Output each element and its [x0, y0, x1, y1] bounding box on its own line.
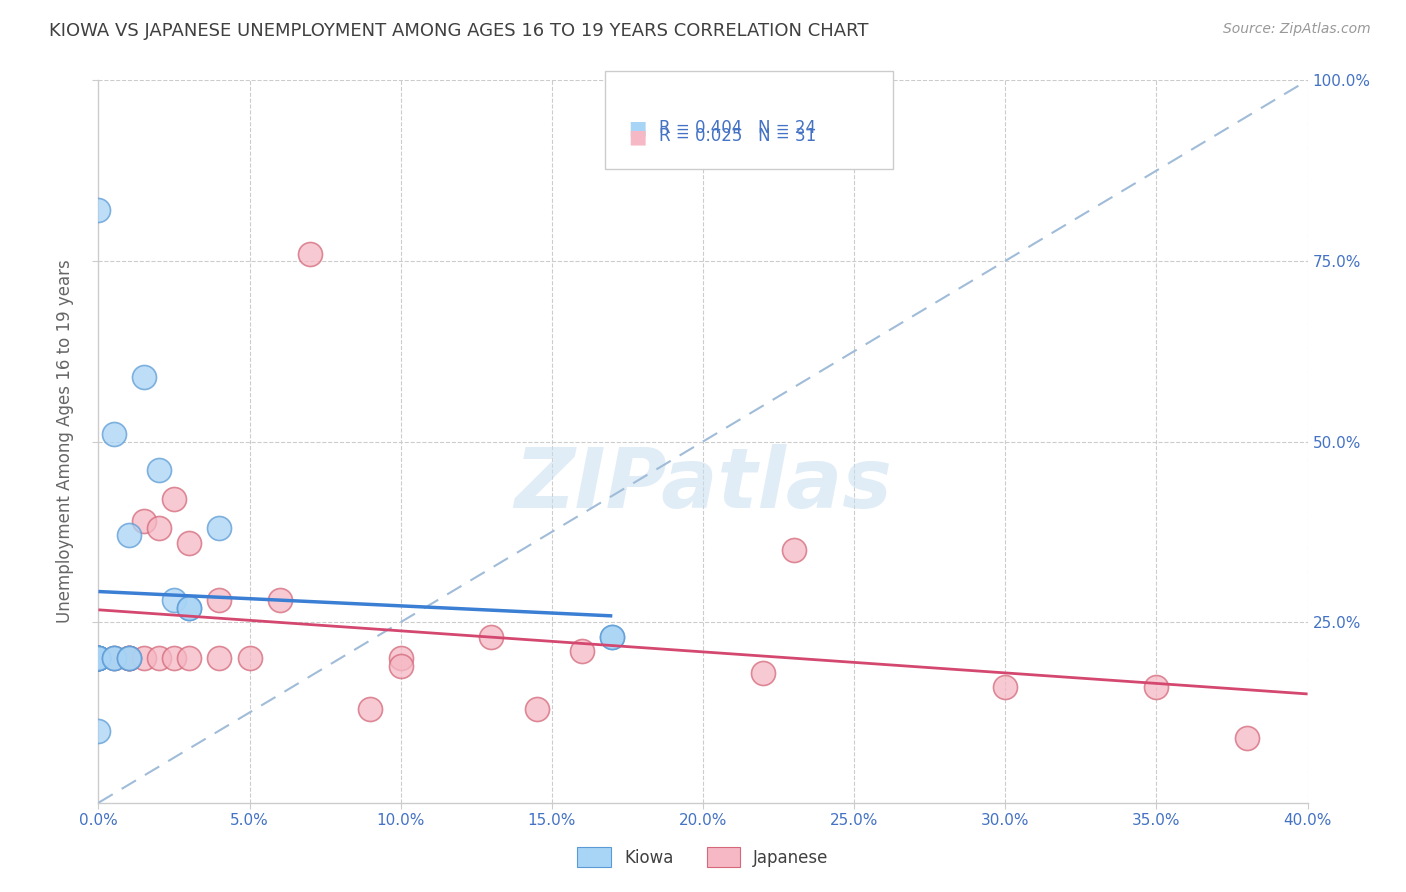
Point: [179, 600, 201, 615]
Point: [148, 463, 170, 477]
Point: [87, 651, 110, 665]
Point: [1144, 680, 1167, 694]
Point: [994, 680, 1017, 694]
Point: [602, 630, 624, 644]
Point: [571, 644, 593, 658]
Point: [389, 658, 412, 673]
Point: [163, 651, 186, 665]
Point: [208, 651, 231, 665]
Point: [118, 651, 141, 665]
Point: [118, 651, 141, 665]
Point: [87, 651, 110, 665]
Text: Source: ZipAtlas.com: Source: ZipAtlas.com: [1223, 22, 1371, 37]
Text: R = 0.404   N = 24: R = 0.404 N = 24: [659, 119, 817, 136]
Text: ZIPatlas: ZIPatlas: [515, 444, 891, 525]
Point: [103, 651, 125, 665]
Y-axis label: Unemployment Among Ages 16 to 19 years: Unemployment Among Ages 16 to 19 years: [56, 260, 75, 624]
Point: [179, 651, 201, 665]
Point: [87, 651, 110, 665]
Point: [389, 651, 412, 665]
Point: [148, 521, 170, 535]
Point: [1236, 731, 1258, 745]
Point: [87, 651, 110, 665]
Legend: Kiowa, Japanese: Kiowa, Japanese: [571, 840, 835, 874]
Point: [87, 651, 110, 665]
Point: [179, 535, 201, 549]
Point: [163, 593, 186, 607]
Point: [87, 203, 110, 218]
Point: [103, 427, 125, 442]
Point: [269, 593, 291, 607]
Point: [87, 651, 110, 665]
Text: KIOWA VS JAPANESE UNEMPLOYMENT AMONG AGES 16 TO 19 YEARS CORRELATION CHART: KIOWA VS JAPANESE UNEMPLOYMENT AMONG AGE…: [49, 22, 869, 40]
Point: [783, 542, 806, 557]
Text: ■: ■: [628, 118, 647, 137]
Point: [118, 651, 141, 665]
Point: [118, 651, 141, 665]
Point: [103, 651, 125, 665]
Point: [87, 723, 110, 738]
Point: [208, 593, 231, 607]
Point: [118, 651, 141, 665]
Point: [163, 492, 186, 507]
Point: [87, 651, 110, 665]
Point: [118, 528, 141, 542]
Point: [87, 651, 110, 665]
Text: ■: ■: [628, 127, 647, 146]
Point: [299, 246, 322, 260]
Point: [752, 665, 775, 680]
Point: [208, 521, 231, 535]
Point: [132, 514, 155, 528]
Point: [602, 630, 624, 644]
Point: [179, 600, 201, 615]
Point: [239, 651, 262, 665]
Point: [87, 651, 110, 665]
Point: [103, 651, 125, 665]
Point: [526, 702, 548, 716]
Point: [148, 651, 170, 665]
Point: [87, 651, 110, 665]
Point: [132, 651, 155, 665]
Point: [360, 702, 382, 716]
Point: [132, 369, 155, 384]
Point: [87, 651, 110, 665]
Text: R = 0.025   N = 31: R = 0.025 N = 31: [659, 128, 817, 145]
Point: [481, 630, 503, 644]
